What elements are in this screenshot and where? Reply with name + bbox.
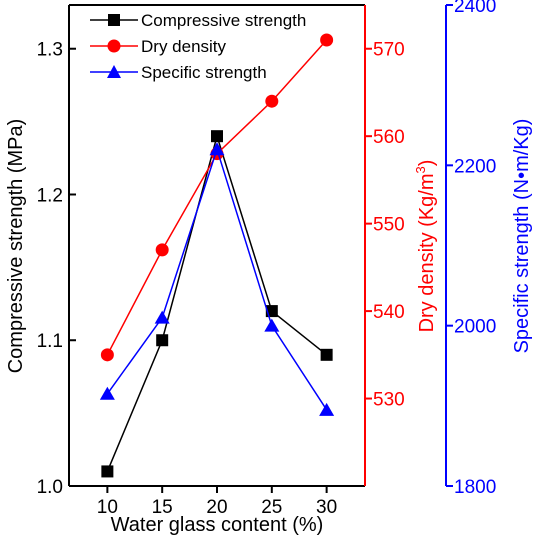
legend: Compressive strength Dry density Specifi… <box>90 11 306 82</box>
left-tick-label: 1.1 <box>37 331 63 352</box>
specific-strength-axis-ticks: 1800 2000 2200 2400 <box>446 0 496 498</box>
series-line <box>106 146 328 411</box>
x-ticks: 10 15 20 25 30 <box>97 486 337 518</box>
data-point <box>264 318 280 332</box>
series-layer <box>99 33 335 478</box>
right1-tick-label: 560 <box>373 127 405 148</box>
legend-marker-dry-density <box>107 39 121 53</box>
x-tick-label: 20 <box>206 497 227 518</box>
data-point <box>319 402 335 416</box>
x-tick-label: 25 <box>261 497 282 518</box>
dry-density-axis-label-sup: 3 <box>413 166 428 173</box>
right1-tick-label: 540 <box>373 302 405 323</box>
right2-tick-label: 2200 <box>454 156 496 177</box>
right2-tick-label: 2000 <box>454 317 496 338</box>
right1-tick-label: 570 <box>373 40 405 61</box>
left-axis-ticks: 1.0 1.1 1.2 1.3 <box>37 40 76 498</box>
data-point <box>155 243 169 257</box>
x-tick-label: 10 <box>97 497 118 518</box>
data-point <box>154 310 170 324</box>
right1-tick-label: 530 <box>373 390 405 411</box>
data-point <box>100 348 114 362</box>
series-dry-density <box>100 33 334 362</box>
right1-tick-label: 550 <box>373 215 405 236</box>
series-line <box>106 39 328 356</box>
dry-density-axis-label-main: Dry density (Kg/m <box>416 173 438 332</box>
data-point <box>99 386 115 400</box>
data-point <box>156 334 169 347</box>
right2-tick-label: 2400 <box>454 0 496 17</box>
legend-label-dry-density: Dry density <box>141 37 227 56</box>
dry-density-axis-label: Dry density (Kg/m3) <box>413 160 438 333</box>
series-specific-strength <box>99 142 335 416</box>
series-line <box>106 133 328 472</box>
right2-tick-label: 1800 <box>454 477 496 498</box>
legend-label-specific-strength: Specific strength <box>141 63 267 82</box>
left-axis-label: Compressive strength (MPa) <box>5 119 27 374</box>
legend-marker-compressive-strength <box>108 14 120 26</box>
x-axis-label: Water glass content (%) <box>111 514 324 536</box>
data-point <box>320 33 334 47</box>
legend-marker-specific-strength <box>107 65 121 78</box>
dry-density-axis-label-close: ) <box>416 160 438 167</box>
data-point <box>101 465 114 478</box>
left-tick-label: 1.2 <box>37 185 63 206</box>
series-compressive-strength <box>101 130 333 478</box>
left-tick-label: 1.3 <box>37 40 63 61</box>
data-point <box>265 94 279 108</box>
left-tick-label: 1.0 <box>37 477 63 498</box>
specific-strength-axis-label: Specific strength (N•m/Kg) <box>511 119 533 354</box>
data-point <box>320 348 333 361</box>
dry-density-axis-ticks: 530 540 550 560 570 <box>365 40 405 411</box>
data-point <box>209 142 225 156</box>
legend-label-compressive-strength: Compressive strength <box>141 11 306 30</box>
x-tick-label: 30 <box>316 497 337 518</box>
data-point <box>211 130 223 143</box>
x-tick-label: 15 <box>152 497 173 518</box>
